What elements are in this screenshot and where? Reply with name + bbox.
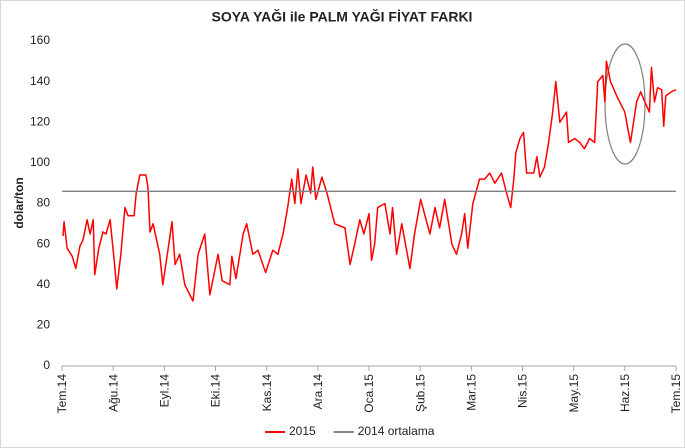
x-tick-label: Eki.14 bbox=[209, 374, 223, 408]
legend-label: 2015 bbox=[289, 424, 316, 438]
y-tick-label: 140 bbox=[30, 74, 50, 88]
y-tick-label: 80 bbox=[37, 196, 51, 210]
x-tick-label: Oca.15 bbox=[362, 374, 376, 413]
y-tick-label: 60 bbox=[37, 236, 51, 250]
legend-label: 2014 ortalama bbox=[358, 424, 435, 438]
x-tick-label: May.15 bbox=[567, 374, 581, 413]
x-tick-label: Nis.15 bbox=[516, 374, 530, 408]
y-tick-label: 160 bbox=[30, 33, 50, 47]
x-tick-label: Kas.14 bbox=[260, 374, 274, 412]
x-tick-label: Ara.14 bbox=[311, 374, 325, 410]
x-tick-label: Haz.15 bbox=[618, 374, 632, 412]
chart-title: SOYA YAĞI ile PALM YAĞI FİYAT FARKI bbox=[212, 8, 473, 25]
y-tick-label: 0 bbox=[43, 358, 50, 372]
x-tick-label: Ağu.14 bbox=[106, 374, 120, 412]
series-line bbox=[62, 60, 677, 302]
y-axis-label: dolar/ton bbox=[12, 177, 26, 228]
y-tick-label: 100 bbox=[30, 155, 50, 169]
x-tick-label: Eyl.14 bbox=[158, 374, 172, 408]
y-tick-label: 120 bbox=[30, 114, 50, 128]
x-tick-label: Tem.15 bbox=[669, 374, 683, 414]
y-tick-label: 20 bbox=[37, 318, 51, 332]
x-tick-label: Mar.15 bbox=[465, 374, 479, 411]
x-tick-label: Şub.15 bbox=[413, 374, 427, 412]
y-tick-label: 40 bbox=[37, 277, 51, 291]
x-tick-label: Tem.14 bbox=[55, 374, 69, 414]
